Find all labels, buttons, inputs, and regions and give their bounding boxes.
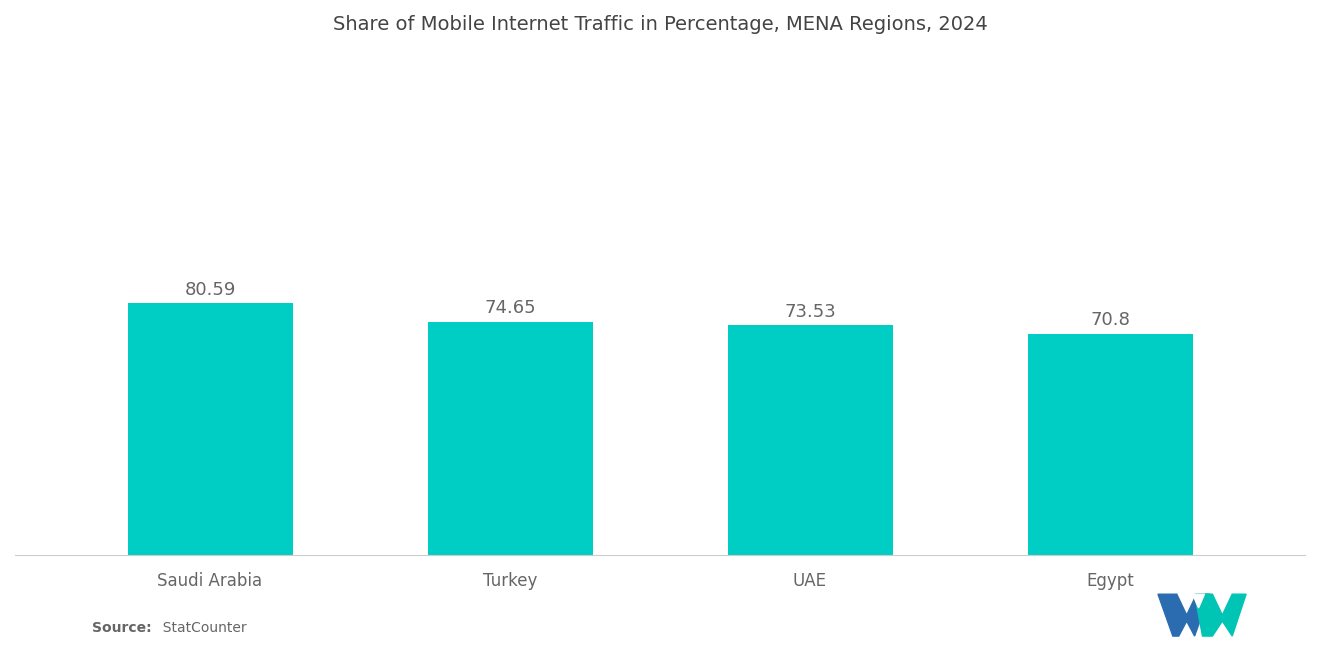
Title: Share of Mobile Internet Traffic in Percentage, MENA Regions, 2024: Share of Mobile Internet Traffic in Perc… [333,15,987,34]
Polygon shape [1158,595,1209,636]
Text: 73.53: 73.53 [784,303,836,321]
Bar [428,322,593,555]
Bar [727,325,892,555]
Bar [128,303,293,555]
Text: StatCounter: StatCounter [154,621,247,635]
Text: 80.59: 80.59 [185,281,236,299]
Text: 70.8: 70.8 [1090,311,1130,329]
Bar [1027,334,1192,555]
Polygon shape [1195,595,1246,636]
Text: 74.65: 74.65 [484,299,536,317]
Text: Source:: Source: [92,621,152,635]
Polygon shape [1193,595,1204,608]
